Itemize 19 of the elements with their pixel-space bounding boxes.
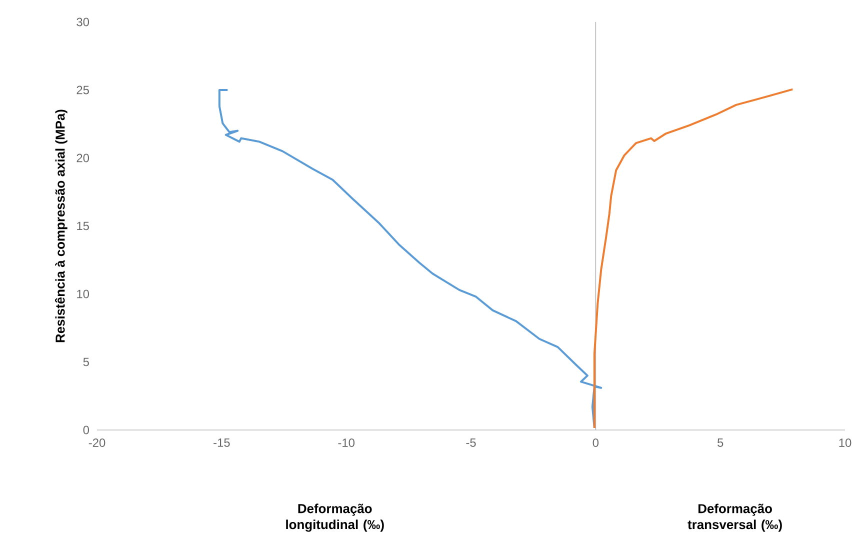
- y-tick-label: 30: [76, 18, 90, 26]
- y-tick-label: 5: [83, 358, 89, 366]
- y-tick-label: 25: [76, 86, 89, 94]
- y-tick-label: 15: [77, 222, 89, 230]
- y-tick-label: 0: [83, 426, 90, 434]
- text: Deformação transversal (‰): [688, 504, 782, 532]
- line-series: [218, 88, 602, 429]
- line-series: [593, 88, 794, 429]
- x-axis-title: Deformação longitudinal (‰): [286, 504, 384, 532]
- x-tick-label: -15: [214, 438, 230, 447]
- y-tick-label: 20: [76, 154, 90, 162]
- x-tick-label: -20: [88, 438, 106, 447]
- x-tick-label: 0: [592, 438, 599, 447]
- x-tick-label: 10: [839, 438, 852, 447]
- x-tick-label: -10: [338, 438, 355, 447]
- x-tick-label: 5: [718, 438, 724, 447]
- y-tick-label: 10: [77, 290, 90, 298]
- x-tick-label: -5: [466, 438, 476, 447]
- y-axis-title: Resistência à compressão axial (MPa): [54, 110, 68, 342]
